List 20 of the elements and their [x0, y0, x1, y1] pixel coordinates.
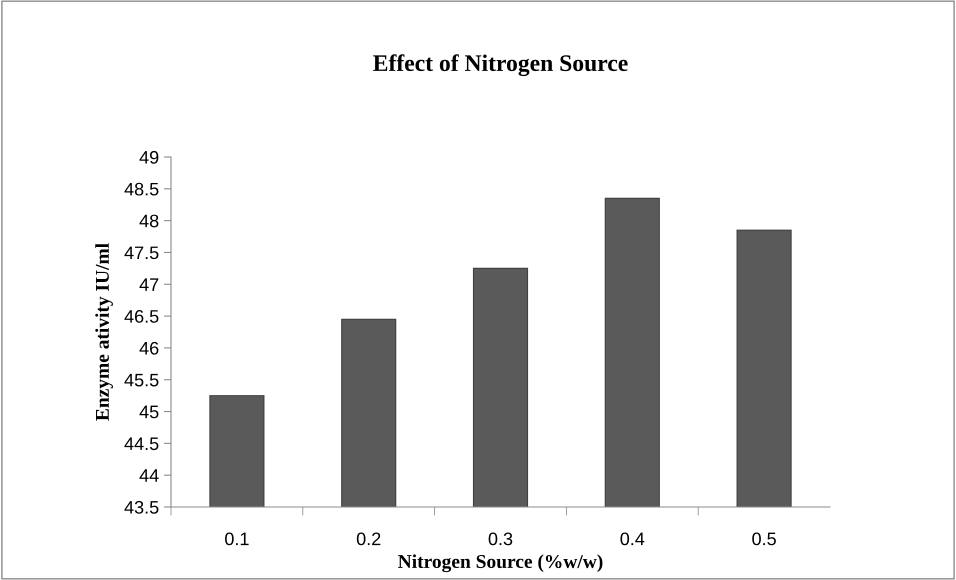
y-tick-label: 45.5 [124, 374, 158, 386]
x-tick-label: 0.3 [488, 532, 512, 546]
y-tick-label: 43.5 [124, 500, 158, 514]
y-tick-label: 44.5 [124, 437, 158, 450]
x-tick-label: 0.5 [752, 532, 776, 546]
chart-title: Effect of Nitrogen Source [373, 54, 628, 76]
y-tick-label: 48 [140, 214, 158, 228]
y-tick-label: 47.5 [124, 246, 158, 260]
y-tick-label: 44 [140, 469, 159, 482]
y-tick-label: 49 [140, 150, 158, 164]
x-tick-label: 0.1 [225, 532, 249, 546]
x-axis-title: Nitrogen Source (%w/w) [398, 554, 602, 572]
y-tick-label: 48.5 [124, 182, 158, 196]
x-tick-label: 0.2 [356, 532, 380, 546]
y-axis-title: Enzyme ativity IU/ml [95, 243, 113, 421]
y-tick-label: 47 [140, 278, 158, 291]
y-tick-label: 45 [140, 406, 158, 418]
y-tick-label: 46.5 [124, 310, 158, 323]
y-tick-label: 46 [140, 342, 158, 355]
x-tick-label: 0.4 [620, 532, 644, 546]
